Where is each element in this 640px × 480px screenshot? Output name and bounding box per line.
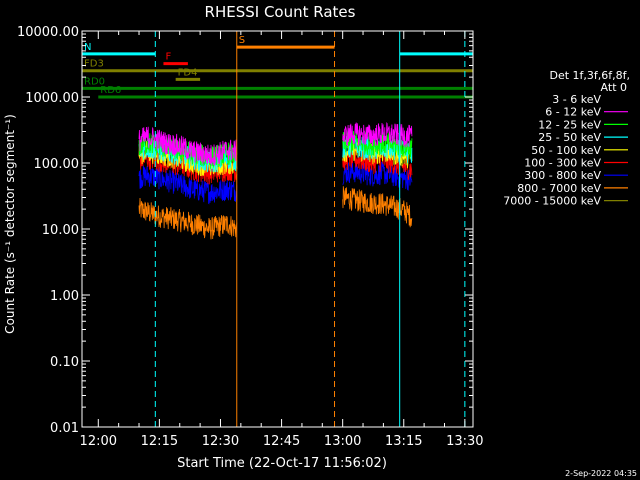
state-bar-label-4: FD3: [84, 59, 104, 70]
legend-label-1: 6 - 12 keV: [545, 106, 601, 119]
series-line-1-1: [342, 160, 413, 191]
x-tick-label-6: 13:30: [446, 434, 483, 449]
axes-layer: 0.01 0.10 1.00 10.00 100.00 1000.00 10000.00 12…: [17, 25, 484, 449]
legend-header-line1: Det 1f,3f,6f,8f,: [549, 69, 630, 82]
x-tick-label-5: 13:15: [385, 434, 422, 449]
series-line-0-1: [342, 186, 413, 228]
x-tick-label-0: 12:00: [80, 434, 117, 449]
legend-label-2: 12 - 25 keV: [538, 118, 601, 131]
series-line-3-1: [342, 138, 413, 169]
y-tick-label-4: 100.00: [34, 157, 80, 172]
y-tick-label-3: 10.00: [42, 223, 79, 238]
series-line-6-0: [138, 126, 238, 166]
y-tick-label-2: 1.00: [50, 289, 79, 304]
legend-label-8: 7000 - 15000 keV: [503, 195, 601, 208]
y-axis-label: Count Rate (s⁻¹ detector segment⁻¹): [3, 114, 17, 334]
y-tick-label-1: 0.10: [50, 355, 79, 370]
series-line-6-1: [342, 121, 413, 148]
chart-title: RHESSI Count Rates: [205, 3, 356, 21]
y-tick-label-0: 0.01: [50, 421, 79, 436]
state-bar-label-5: FD4: [178, 67, 198, 78]
legend-header-line2: Att 0: [601, 81, 627, 94]
legend-label-0: 3 - 6 keV: [552, 93, 601, 106]
timestamp: 2-Sep-2022 04:35: [565, 469, 637, 478]
state-bar-label-0: N: [84, 42, 91, 53]
x-tick-label-1: 12:15: [141, 434, 178, 449]
legend-label-6: 300 - 800 keV: [524, 169, 601, 182]
state-bar-label-7: RD6: [100, 85, 121, 96]
state-bar-label-6: RD0: [84, 76, 105, 87]
legend-label-5: 100 - 300 keV: [524, 157, 601, 170]
x-tick-label-3: 12:45: [263, 434, 300, 449]
x-tick-label-4: 13:00: [324, 434, 361, 449]
legend-label-7: 800 - 7000 keV: [517, 182, 601, 195]
x-axis-label: Start Time (22-Oct-17 11:56:02): [177, 456, 387, 471]
legend-label-4: 50 - 100 keV: [531, 144, 601, 157]
x-tick-label-2: 12:30: [202, 434, 239, 449]
state-bar-label-2: S: [239, 35, 245, 46]
series-layer: [138, 76, 413, 240]
state-bar-label-3: F: [165, 52, 171, 63]
y-tick-label-6: 10000.00: [17, 25, 79, 40]
y-tick-label-5: 1000.00: [25, 91, 79, 106]
legend-label-3: 25 - 50 keV: [538, 131, 601, 144]
